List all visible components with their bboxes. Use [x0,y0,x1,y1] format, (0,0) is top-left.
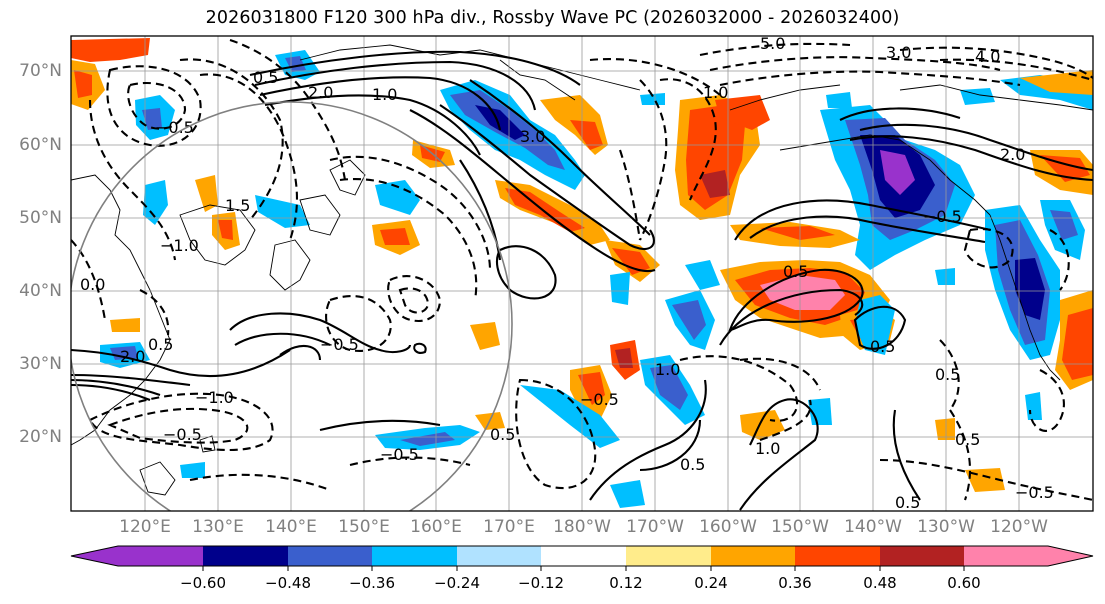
contour-label: −0.5 [380,445,419,464]
lon-label: 170°W [626,517,684,537]
map-frame [70,35,1094,512]
colorbar-segment [626,546,711,566]
lat-label-40n: 40°N [19,281,62,301]
lon-label: 150°W [771,517,829,537]
colorbar-tick-label: 0.48 [863,574,897,592]
contour-label: 0.5 [148,335,173,354]
contour-label: 1.0 [755,439,780,458]
colorbar-tick-label: −0.60 [180,574,226,592]
contour-label: 4.0 [975,47,1000,66]
map-title: 2026031800 F120 300 hPa div., Rossby Wav… [205,8,900,28]
contour-labels: 5.0 3.0 4.0 2.0 1.0 0.5 −0.5 −1.0 1.5 0.… [80,34,1054,512]
contour-label: 0.0 [80,275,105,294]
lat-label-30n: 30°N [19,354,62,374]
contour-label: 0.5 [935,365,960,384]
negative-contours [71,39,1093,502]
colorbar-tick-label: 0.60 [947,574,981,592]
lon-label: 130°E [192,517,244,537]
colorbar-tick-label: 0.24 [694,574,728,592]
lat-label-50n: 50°N [19,208,62,228]
contour-label: 3.0 [886,43,911,62]
lon-label: 140°W [844,517,902,537]
contour-label: 0.5 [783,262,808,281]
divergence-shading [71,38,1093,508]
colorbar-segment [203,546,288,566]
coastlines [71,44,1093,496]
colorbar-segment [880,546,964,566]
contour-label: −0.5 [155,118,194,137]
lon-label: 130°W [917,517,975,537]
contour-label: −0.5 [923,207,962,226]
colorbar-tick-label: −0.36 [349,574,395,592]
contour-label: −1.0 [160,236,199,255]
colorbar-tick-label: 0.36 [778,574,812,592]
colorbar-segment [795,546,880,566]
colorbar-tick-label: −0.48 [265,574,311,592]
colorbar-segment [372,546,457,566]
contour-label: −0.5 [580,390,619,409]
contour-label: 2.0 [120,347,145,366]
lon-label: 160°E [410,517,462,537]
contour-label: 1.0 [655,360,680,379]
colorbar-segment [118,546,203,566]
colorbar-extend-high [1048,546,1093,566]
lat-label-70n: 70°N [19,61,62,81]
contour-label: 2.0 [308,83,333,102]
colorbar-segment [711,546,795,566]
contour-label: 2.0 [1000,145,1025,164]
lat-label-60n: 60°N [19,135,62,155]
colorbar-tick-label: 0.12 [609,574,643,592]
contour-label: 1.0 [372,85,397,104]
contour-label: 0.5 [895,493,920,512]
colorbar [70,545,1094,571]
contour-label: 5.0 [760,34,785,53]
colorbar-tick-label: −0.24 [434,574,480,592]
lon-label: 150°E [338,517,390,537]
contour-label: 0.5 [490,425,515,444]
lon-label: 120°E [119,517,171,537]
contour-label: −1.0 [195,388,234,407]
colorbar-segment [964,546,1048,566]
contour-label: 0.5 [680,455,705,474]
contour-label: 0.5 [955,430,980,449]
lon-label: 170°E [483,517,535,537]
colorbar-segment [541,546,626,566]
lon-label: 180°W [553,517,611,537]
reference-circle [71,101,513,511]
lon-label: 120°W [990,517,1048,537]
colorbar-segment [457,546,541,566]
lat-label-20n: 20°N [19,427,62,447]
positive-contours [71,50,1093,511]
contour-label: 0.5 [253,68,278,87]
colorbar-extend-low [71,546,118,566]
colorbar-tick-label: −0.12 [518,574,564,592]
contour-label: −0.5 [1015,483,1054,502]
contour-label: 1.5 [225,196,250,215]
contour-label: −0.5 [163,425,202,444]
colorbar-segment [288,546,372,566]
lon-label: 160°W [699,517,757,537]
contour-label: 3.0 [520,127,545,146]
lon-label: 140°E [265,517,317,537]
contour-label: −0.5 [320,335,359,354]
contour-label: 1.0 [703,83,728,102]
contour-label: 0.5 [870,337,895,356]
